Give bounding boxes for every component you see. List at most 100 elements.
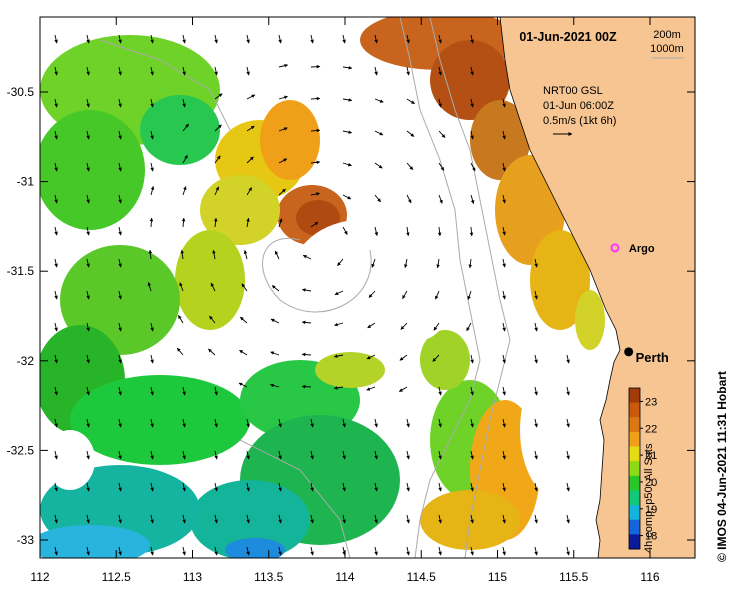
current-arrow — [54, 514, 58, 524]
current-arrow — [214, 186, 219, 196]
colorbar-segment — [629, 475, 640, 491]
current-arrow — [502, 258, 506, 268]
current-arrow — [86, 34, 90, 44]
current-arrow — [182, 98, 186, 108]
current-arrow — [212, 249, 216, 260]
current-arrow — [534, 258, 538, 268]
current-arrow — [210, 282, 216, 292]
current-arrow — [54, 130, 58, 140]
colorbar-tick-label: 20 — [645, 477, 657, 489]
current-arrow — [470, 514, 474, 524]
current-arrow — [86, 354, 90, 364]
current-arrow — [438, 482, 442, 492]
current-arrow — [86, 482, 90, 492]
current-arrow — [86, 386, 90, 396]
current-arrow — [310, 192, 320, 196]
current-arrow — [214, 482, 218, 492]
current-arrow — [534, 546, 538, 556]
current-arrow — [54, 482, 58, 492]
colorbar-label: 4h comp, p50, All Sats — [643, 443, 655, 553]
current-arrow — [118, 98, 122, 108]
current-arrow — [470, 418, 474, 428]
current-arrow — [470, 546, 474, 556]
current-arrow — [243, 250, 248, 260]
current-arrow — [301, 352, 312, 357]
current-arrow — [406, 450, 410, 460]
current-arrow — [54, 226, 58, 236]
current-arrow — [86, 162, 90, 172]
current-arrow — [374, 66, 378, 76]
current-arrow — [534, 354, 538, 364]
current-arrow — [208, 348, 216, 356]
current-arrow — [374, 194, 381, 203]
current-arrow — [301, 320, 312, 325]
y-tick-label: -32 — [17, 354, 35, 368]
current-arrow — [150, 66, 154, 76]
current-arrow — [406, 34, 410, 44]
current-arrow — [54, 162, 58, 172]
current-arrow — [246, 34, 250, 44]
current-arrow — [118, 546, 122, 556]
current-arrow — [182, 186, 187, 196]
current-arrow — [214, 66, 218, 76]
current-arrow — [54, 450, 58, 460]
current-arrow — [400, 322, 408, 330]
current-arrow — [150, 354, 154, 364]
current-arrow — [86, 418, 90, 428]
current-arrow — [534, 290, 538, 300]
current-arrow — [54, 322, 58, 332]
current-arrow — [86, 514, 90, 524]
depth-legend-200: 200m — [653, 29, 681, 41]
plot-frame — [39, 16, 696, 559]
x-tick-label: 112 — [30, 570, 49, 584]
colorbar-segment — [629, 388, 640, 404]
x-tick-label: 112.5 — [102, 570, 131, 584]
current-arrow — [54, 418, 58, 428]
current-arrow — [470, 194, 475, 204]
y-axis: -30.5 -31 -31.5 -32 -32.5 -33 — [7, 85, 695, 547]
current-arrow — [534, 386, 538, 396]
current-arrow — [310, 482, 314, 492]
current-arrow — [182, 66, 186, 76]
current-arrow — [240, 316, 248, 324]
current-arrow — [534, 450, 538, 460]
current-arrow — [246, 125, 255, 132]
colorbar-tick-label: 18 — [645, 531, 657, 543]
current-arrow — [54, 546, 58, 556]
current-arrow — [502, 354, 506, 364]
current-arrow — [180, 249, 185, 260]
colorbar-segment — [629, 519, 640, 535]
x-tick-label: 113 — [183, 570, 202, 584]
current-arrow — [438, 514, 442, 524]
current-arrow — [374, 514, 378, 524]
current-arrow — [150, 418, 154, 428]
current-arrow — [182, 482, 186, 492]
current-arrow — [435, 290, 440, 300]
current-arrow — [301, 288, 312, 292]
current-arrow — [310, 96, 321, 101]
current-arrow — [310, 34, 314, 44]
current-arrow — [86, 450, 90, 460]
y-tick-label: -30.5 — [7, 85, 35, 99]
colorbar-segment — [629, 431, 640, 448]
current-arrow — [182, 386, 186, 396]
current-arrow — [366, 354, 376, 360]
current-arrow — [310, 128, 321, 133]
current-arrow — [337, 258, 344, 267]
current-arrow — [342, 65, 353, 70]
current-arrow — [270, 383, 280, 388]
current-arrow — [182, 154, 188, 164]
current-arrow — [534, 418, 538, 428]
colorbar-segment — [629, 490, 640, 506]
y-tick-label: -31 — [17, 175, 35, 189]
current-arrow — [54, 66, 58, 76]
current-arrow — [438, 98, 442, 108]
current-arrow — [278, 34, 282, 44]
current-arrow — [438, 66, 442, 76]
current-arrow — [470, 98, 474, 108]
current-arrow — [436, 258, 440, 269]
current-arrow — [86, 290, 90, 300]
isobaths — [99, 17, 511, 558]
current-arrow — [86, 98, 90, 108]
argo-marker: Argo — [610, 243, 655, 255]
